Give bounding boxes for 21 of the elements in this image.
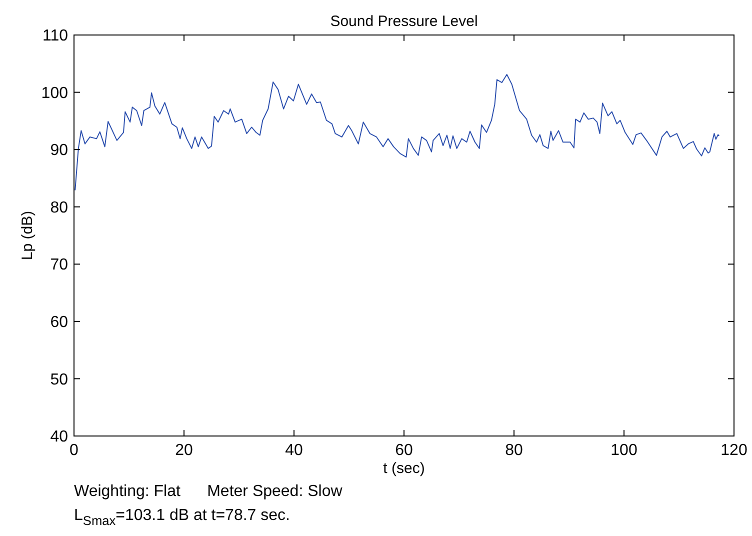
x-tick-label: 120 (720, 442, 748, 459)
y-tick-label: 50 (50, 371, 68, 388)
x-tick-label: 20 (175, 442, 193, 459)
x-tick-label: 40 (285, 442, 303, 459)
x-tick-label: 0 (70, 442, 79, 459)
x-axis-title: t (sec) (383, 460, 425, 477)
line-series (74, 74, 720, 191)
y-tick-label: 100 (41, 84, 68, 102)
y-tick-label: 80 (50, 199, 68, 216)
y-axis-title: Lp (dB) (19, 210, 36, 260)
x-tick-label: 100 (610, 442, 638, 459)
x-tick-label: 80 (505, 442, 523, 459)
chart-title: Sound Pressure Level (330, 13, 478, 30)
y-tick-label: 90 (50, 142, 68, 160)
y-tick-label: 60 (50, 314, 68, 332)
y-tick-label: 40 (50, 428, 68, 446)
text: Weighting: Flat Meter Speed: Slow (74, 483, 343, 500)
x-tick-label: 60 (395, 442, 413, 459)
text: L$_{Smax}$=103.1 dB at t=78.7 sec. (74, 507, 290, 528)
y-tick-label: 70 (50, 256, 68, 274)
y-tick-label: 110 (42, 28, 68, 45)
